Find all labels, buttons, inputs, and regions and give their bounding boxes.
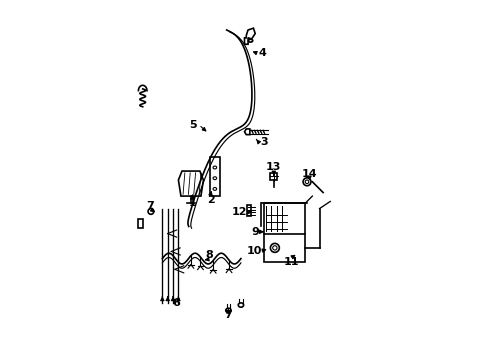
Bar [270, 173, 277, 180]
Text: 7: 7 [145, 201, 153, 211]
Text: 3: 3 [260, 138, 267, 148]
Text: 13: 13 [265, 162, 281, 172]
Text: 6: 6 [172, 298, 180, 308]
Text: 1: 1 [188, 198, 196, 208]
Bar [209, 157, 220, 196]
Text: 14: 14 [301, 168, 317, 179]
Text: 8: 8 [204, 250, 212, 260]
Text: 11: 11 [283, 257, 298, 267]
Text: 2: 2 [206, 195, 214, 204]
Bar [138, 219, 143, 228]
Bar [246, 205, 250, 216]
Text: 7: 7 [224, 310, 232, 320]
Text: 5: 5 [188, 120, 196, 130]
Text: 9: 9 [251, 227, 259, 237]
Text: 12: 12 [231, 207, 247, 217]
Text: 10: 10 [246, 247, 262, 256]
Text: 4: 4 [258, 48, 266, 58]
Bar [264, 203, 305, 262]
